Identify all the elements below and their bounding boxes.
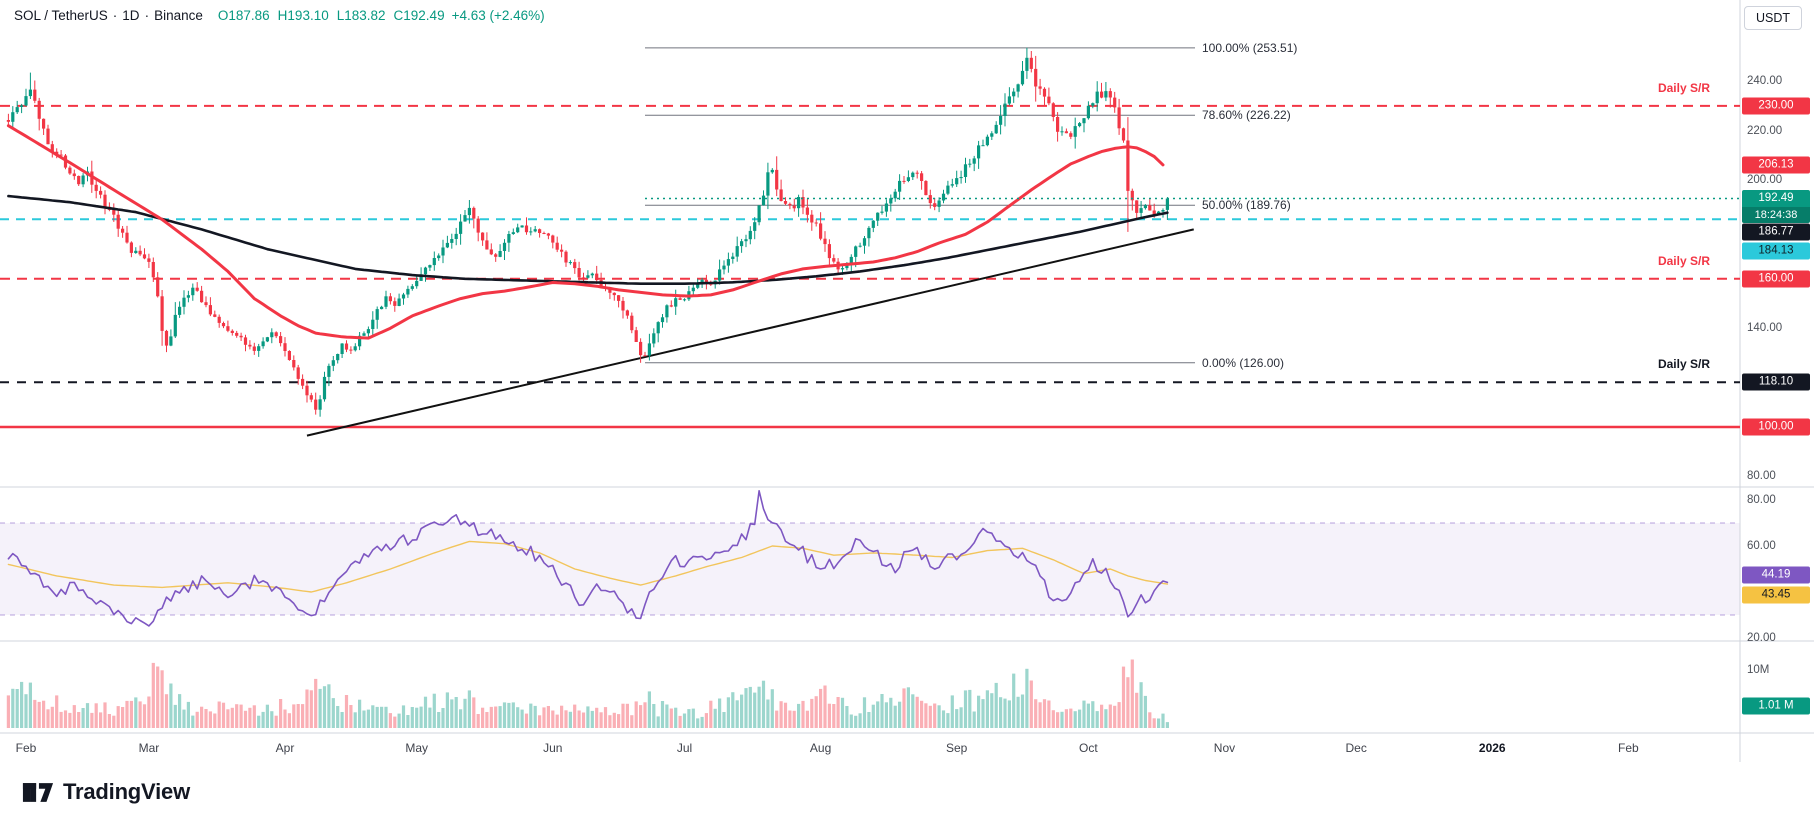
fib-level-label-0: 100.00% (253.51): [1202, 40, 1298, 55]
axis-badge-sr-118: 118.10: [1742, 373, 1810, 391]
price-axis-tick: 200.00: [1747, 174, 1783, 186]
axis-badge-rsi-value: 44.19: [1742, 566, 1810, 584]
time-axis-label-jul[interactable]: Jul: [676, 741, 693, 755]
sr-line-label-0: Daily S/R: [1657, 80, 1710, 95]
ohlc-values: O187.86 H193.10 L183.82 C192.49: [218, 8, 445, 23]
interval-label[interactable]: 1D: [122, 8, 140, 23]
bar-close-countdown: 18:24:38: [1742, 207, 1810, 224]
time-axis-label-dec[interactable]: Dec: [1345, 741, 1367, 755]
symbol-title[interactable]: SOL / TetherUS: [14, 8, 108, 23]
ma-black-line: [7, 194, 1169, 286]
fib-retracement[interactable]: [645, 47, 1195, 364]
open-value: O187.86: [217, 8, 270, 23]
fib-level-label-1: 78.60% (226.22): [1202, 108, 1291, 123]
support-resistance-lines[interactable]: [0, 104, 1740, 429]
rsi-line: [7, 489, 1169, 627]
sr-line-label-1: Daily S/R: [1657, 253, 1710, 268]
time-axis-label-aug[interactable]: Aug: [809, 741, 832, 755]
time-axis-label-nov[interactable]: Nov: [1213, 741, 1236, 755]
time-axis-label-may[interactable]: May: [405, 741, 429, 755]
rsi-axis-tick: 20.00: [1747, 632, 1776, 644]
axis-badge-ma-red: 206.13: [1742, 156, 1810, 174]
high-value: H193.10: [277, 8, 329, 23]
separator-dot: ·: [144, 8, 150, 23]
axis-badge-cyan-line: 184.13: [1742, 242, 1810, 260]
time-axis-label-jun[interactable]: Jun: [543, 741, 563, 755]
axis-badge-sr-160: 160.00: [1742, 270, 1810, 288]
sr-line-label-2: Daily S/R: [1657, 357, 1710, 372]
volume-axis-tick: 10M: [1747, 664, 1770, 676]
rsi-axis-tick: 60.00: [1747, 540, 1776, 552]
low-value: L183.82: [336, 8, 386, 23]
volume-bars: [6, 659, 1169, 728]
trendline[interactable]: [306, 228, 1194, 437]
rsi-axis-tick: 80.00: [1747, 494, 1776, 506]
time-axis-label-feb[interactable]: Feb: [15, 741, 37, 755]
time-axis-label-sep[interactable]: Sep: [945, 741, 968, 755]
pane-separators: [0, 0, 1814, 762]
axis-badge-sr-230: 230.00: [1742, 97, 1810, 115]
rsi-ma-line: [7, 540, 1169, 593]
close-value: C192.49: [393, 8, 445, 23]
tradingview-logo-icon: [22, 782, 54, 802]
axis-badge-sr-100: 100.00: [1742, 418, 1810, 436]
exchange-label[interactable]: Binance: [154, 8, 203, 23]
axis-badge-rsi-ma: 43.45: [1742, 586, 1810, 604]
axis-badge-ma-black: 186.77: [1742, 223, 1810, 241]
axis-badge-vol-value: 1.01 M: [1742, 697, 1810, 715]
tradingview-logo[interactable]: TradingView: [22, 779, 190, 805]
symbol-legend: SOL / TetherUS · 1D · Binance O187.86 H1…: [14, 8, 545, 23]
time-axis-label-oct[interactable]: Oct: [1079, 741, 1098, 755]
time-axis-label-feb[interactable]: Feb: [1618, 741, 1639, 755]
price-axis-tick: 240.00: [1747, 75, 1783, 88]
fib-level-label-2: 50.00% (189.76): [1202, 198, 1291, 213]
price-axis-tick: 220.00: [1747, 124, 1783, 137]
tradingview-logo-text: TradingView: [63, 779, 190, 804]
candles-layer: [6, 47, 1169, 417]
last-price-value: 192.49: [1758, 192, 1794, 205]
currency-toggle-button[interactable]: USDT: [1743, 6, 1802, 30]
rsi-band: [0, 522, 1740, 616]
price-axis-tick: 80.00: [1747, 470, 1776, 483]
time-axis-label-apr[interactable]: Apr: [275, 741, 295, 755]
time-axis-label-2026[interactable]: 2026: [1478, 741, 1506, 755]
price-axis-tick: 140.00: [1747, 322, 1783, 335]
ma-red-line: [6, 124, 1165, 340]
fib-level-label-3: 0.00% (126.00): [1202, 355, 1285, 370]
axis-badge-last-price: 192.49 18:24:38: [1742, 190, 1810, 224]
change-value: +4.63 (+2.46%): [451, 8, 545, 23]
separator-dot: ·: [112, 8, 118, 23]
time-axis-label-mar[interactable]: Mar: [138, 741, 160, 755]
